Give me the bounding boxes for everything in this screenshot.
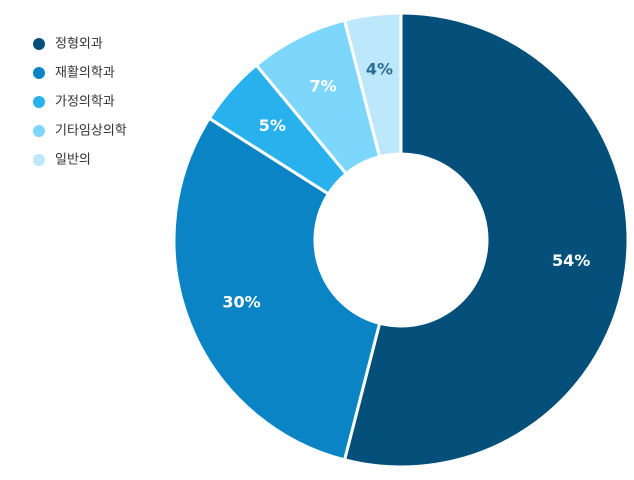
value-label: 54% — [552, 251, 590, 270]
value-label: 30% — [222, 293, 260, 312]
value-label: 7% — [310, 77, 337, 96]
donut-slice — [342, 11, 403, 159]
legend-label: 가정의학과 — [55, 95, 115, 110]
legend-marker — [33, 125, 45, 137]
legend-label: 기타임상의학 — [55, 124, 127, 139]
legend-label: 일반의 — [55, 153, 91, 168]
legend-marker — [33, 96, 45, 108]
legend-marker — [33, 38, 45, 50]
donut-slice — [342, 11, 630, 469]
donut-slice — [172, 116, 382, 462]
legend-marker — [33, 67, 45, 79]
legend-marker — [33, 154, 45, 166]
value-label: 5% — [259, 116, 286, 135]
legend-label: 정형외과 — [55, 37, 103, 52]
value-label: 4% — [366, 59, 393, 78]
legend-label: 재활의학과 — [55, 66, 115, 81]
